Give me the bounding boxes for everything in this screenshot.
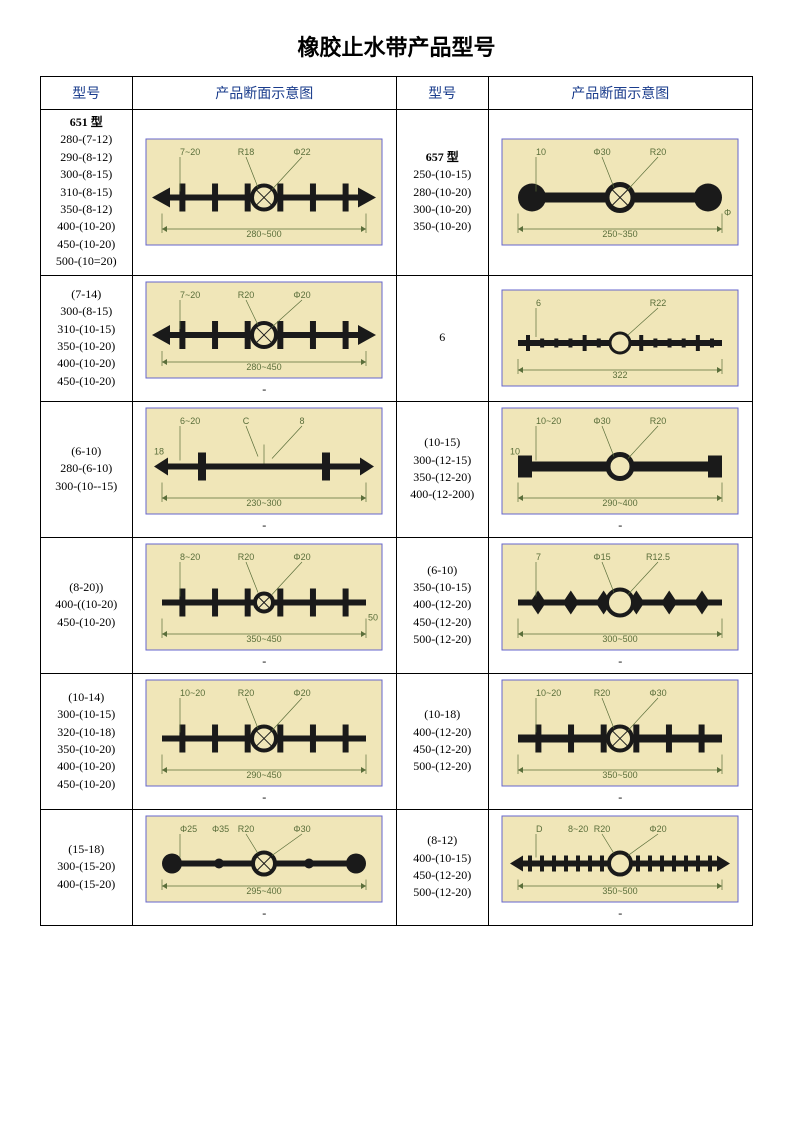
svg-text:Φ20: Φ20 <box>294 688 311 698</box>
svg-text:D: D <box>536 824 543 834</box>
svg-text:10~20: 10~20 <box>536 688 561 698</box>
product-table: 型号 产品断面示意图 型号 产品断面示意图 651 型280-(7-12)290… <box>40 76 753 926</box>
model-cell-right: (8-12)400-(10-15)450-(12-20)500-(12-20) <box>396 809 488 925</box>
svg-text:Φ22: Φ22 <box>294 147 311 157</box>
model-cell-left: (10-14)300-(10-15)320-(10-18)350-(10-20)… <box>41 673 133 809</box>
svg-text:Φ20: Φ20 <box>650 824 667 834</box>
svg-text:6: 6 <box>536 298 541 308</box>
svg-text:Φ: Φ <box>724 208 731 218</box>
diagram-cell-left: 7~20R20Φ20280~450- <box>132 275 396 401</box>
header-diagram-2: 产品断面示意图 <box>488 77 752 110</box>
svg-text:Φ30: Φ30 <box>294 824 311 834</box>
diagram-cell-right: 10~20R20Φ30350~500- <box>488 673 752 809</box>
svg-text:Φ30: Φ30 <box>594 147 611 157</box>
svg-text:R20: R20 <box>238 290 255 300</box>
svg-text:Φ25: Φ25 <box>180 824 197 834</box>
table-row: 651 型280-(7-12)290-(8-12)300-(8-15)310-(… <box>41 110 753 276</box>
svg-text:230~300: 230~300 <box>247 498 282 508</box>
svg-text:350~500: 350~500 <box>603 886 638 896</box>
model-cell-right: 657 型250-(10-15)280-(10-20)300-(10-20)35… <box>396 110 488 276</box>
svg-text:10~20: 10~20 <box>180 688 205 698</box>
model-cell-right: (10-18)400-(12-20)450-(12-20)500-(12-20) <box>396 673 488 809</box>
svg-text:R22: R22 <box>650 298 667 308</box>
diagram-cell-left: Φ25Φ35R20Φ30295~400- <box>132 809 396 925</box>
diagram-cell-right: 10~20Φ30R2010290~400- <box>488 401 752 537</box>
svg-text:10~20: 10~20 <box>536 416 561 426</box>
svg-text:8~20: 8~20 <box>180 552 200 562</box>
svg-text:50: 50 <box>368 612 378 622</box>
diagram-cell-left: 10~20R20Φ20290~450- <box>132 673 396 809</box>
svg-text:295~400: 295~400 <box>247 886 282 896</box>
svg-text:8~20: 8~20 <box>568 824 588 834</box>
svg-text:7~20: 7~20 <box>180 147 200 157</box>
svg-text:Φ30: Φ30 <box>594 416 611 426</box>
svg-text:R20: R20 <box>650 416 667 426</box>
svg-text:10: 10 <box>510 446 520 456</box>
model-cell-right: 6 <box>396 275 488 401</box>
svg-text:290~450: 290~450 <box>247 770 282 780</box>
svg-text:R20: R20 <box>594 824 611 834</box>
table-header-row: 型号 产品断面示意图 型号 产品断面示意图 <box>41 77 753 110</box>
model-cell-left: (8-20))400-((10-20)450-(10-20) <box>41 537 133 673</box>
svg-text:R20: R20 <box>594 688 611 698</box>
svg-text:7: 7 <box>536 552 541 562</box>
svg-text:Φ15: Φ15 <box>594 552 611 562</box>
diagram-cell-left: 7~20 R18 Φ22 280~500 <box>132 110 396 276</box>
svg-text:Φ20: Φ20 <box>294 552 311 562</box>
svg-text:6~20: 6~20 <box>180 416 200 426</box>
diagram-cell-right: 7Φ15R12.5300~500- <box>488 537 752 673</box>
header-model-2: 型号 <box>396 77 488 110</box>
diagram-cell-right: 6 R22 322 <box>488 275 752 401</box>
model-cell-left: (15-18)300-(15-20)400-(15-20) <box>41 809 133 925</box>
model-cell-left: 651 型280-(7-12)290-(8-12)300-(8-15)310-(… <box>41 110 133 276</box>
model-cell-right: (10-15)300-(12-15)350-(12-20)400-(12-200… <box>396 401 488 537</box>
header-model-1: 型号 <box>41 77 133 110</box>
table-row: (10-14)300-(10-15)320-(10-18)350-(10-20)… <box>41 673 753 809</box>
svg-text:R20: R20 <box>238 824 255 834</box>
page-title: 橡胶止水带产品型号 <box>40 30 753 62</box>
svg-text:7~20: 7~20 <box>180 290 200 300</box>
svg-text:Φ20: Φ20 <box>294 290 311 300</box>
svg-text:R18: R18 <box>238 147 255 157</box>
svg-text:R20: R20 <box>238 552 255 562</box>
svg-text:Φ30: Φ30 <box>650 688 667 698</box>
table-row: (15-18)300-(15-20)400-(15-20) Φ25 Φ35 R20 Φ3… <box>41 809 753 925</box>
svg-text:R12.5: R12.5 <box>646 552 670 562</box>
svg-text:C: C <box>243 416 250 426</box>
svg-text:250~350: 250~350 <box>603 229 638 239</box>
svg-text:8: 8 <box>300 416 305 426</box>
svg-text:290~400: 290~400 <box>603 498 638 508</box>
svg-text:280~500: 280~500 <box>247 229 282 239</box>
table-row: (8-20))400-((10-20)450-(10-20) 8~20 R20 Φ20… <box>41 537 753 673</box>
svg-text:322: 322 <box>613 370 628 380</box>
diagram-cell-left: 8~20R20Φ2050350~450- <box>132 537 396 673</box>
diagram-cell-right: 10 Φ30 R20 Φ 250~350 <box>488 110 752 276</box>
svg-text:10: 10 <box>536 147 546 157</box>
svg-text:350~500: 350~500 <box>603 770 638 780</box>
header-diagram-1: 产品断面示意图 <box>132 77 396 110</box>
diagram-cell-left: 6~20C818230~300- <box>132 401 396 537</box>
model-cell-right: (6-10)350-(10-15)400-(12-20)450-(12-20)5… <box>396 537 488 673</box>
model-cell-left: (6-10)280-(6-10)300-(10--15) <box>41 401 133 537</box>
table-row: (6-10)280-(6-10)300-(10--15) 6~20 C 8 18 230~… <box>41 401 753 537</box>
svg-text:280~450: 280~450 <box>247 362 282 372</box>
svg-text:350~450: 350~450 <box>247 634 282 644</box>
model-cell-left: (7-14)300-(8-15)310-(10-15)350-(10-20)40… <box>41 275 133 401</box>
svg-text:R20: R20 <box>238 688 255 698</box>
svg-text:18: 18 <box>154 446 164 456</box>
svg-text:Φ35: Φ35 <box>212 824 229 834</box>
table-row: (7-14)300-(8-15)310-(10-15)350-(10-20)40… <box>41 275 753 401</box>
svg-text:300~500: 300~500 <box>603 634 638 644</box>
svg-text:R20: R20 <box>650 147 667 157</box>
diagram-cell-right: D8~20R20Φ20350~500- <box>488 809 752 925</box>
